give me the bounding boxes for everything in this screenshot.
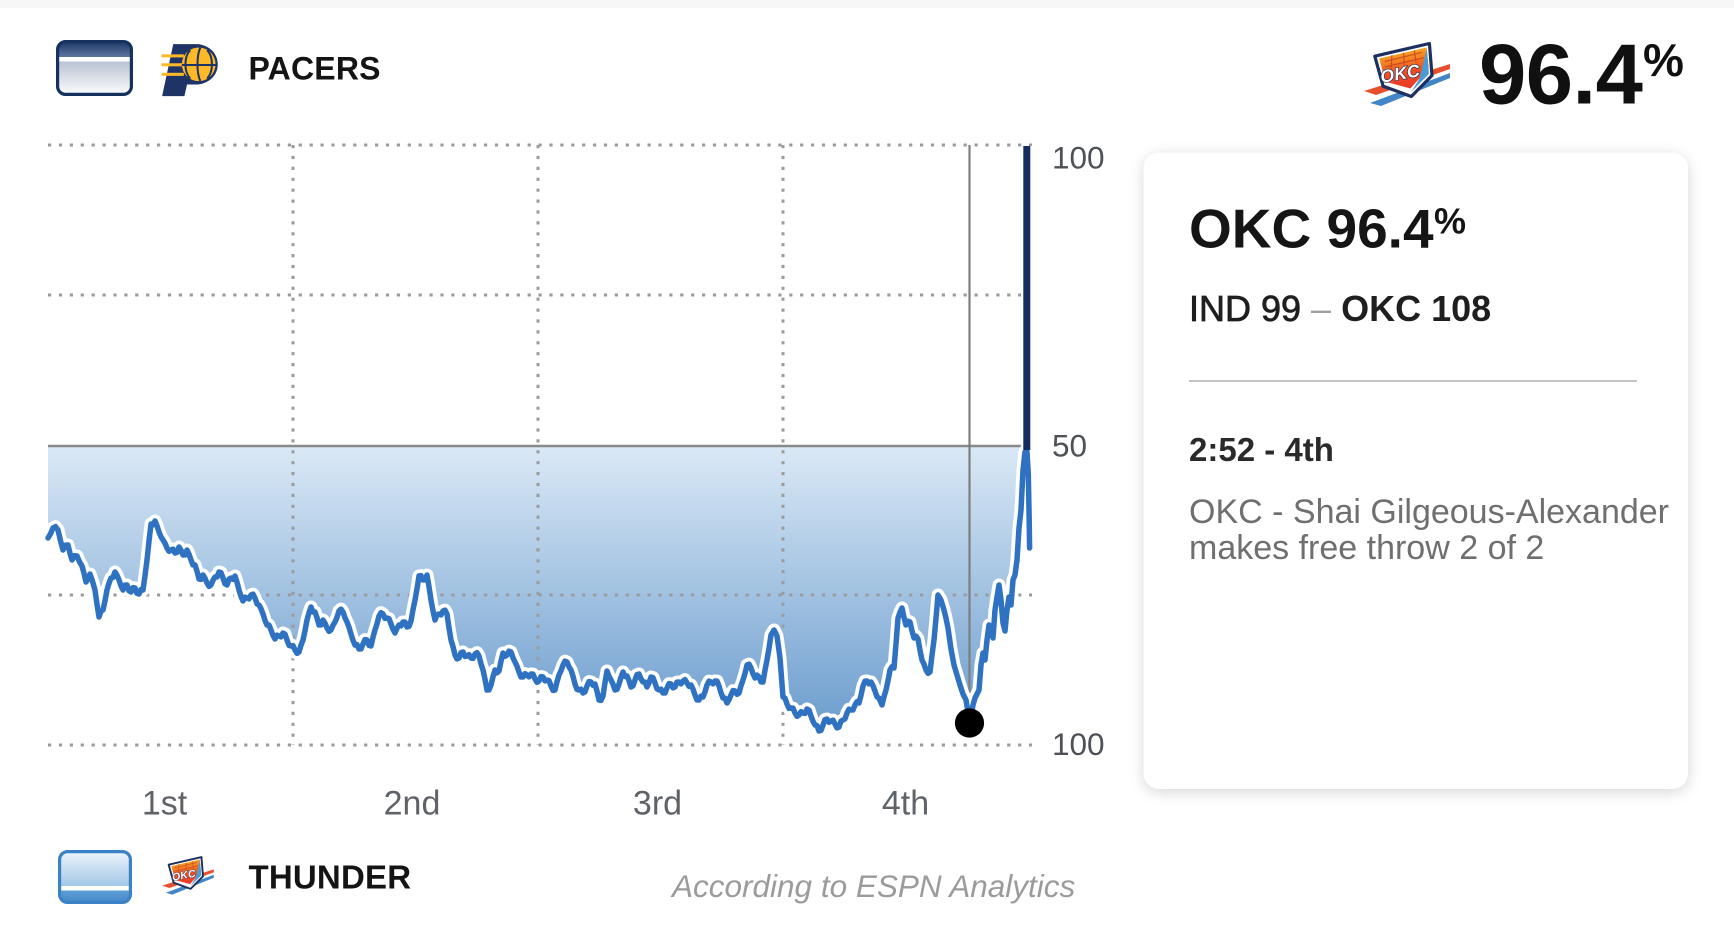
- svg-text:%: %: [1643, 34, 1684, 86]
- svg-text:3rd: 3rd: [633, 785, 682, 823]
- svg-text:50: 50: [1052, 428, 1087, 464]
- svg-text:PACERS: PACERS: [249, 51, 381, 87]
- svg-text:96.4: 96.4: [1479, 28, 1643, 123]
- svg-text:100: 100: [1052, 726, 1105, 762]
- svg-text:%: %: [1434, 201, 1466, 242]
- svg-text:1st: 1st: [142, 785, 188, 823]
- svg-text:makes free throw 2 of 2: makes free throw 2 of 2: [1189, 529, 1544, 567]
- svg-text:2:52 - 4th: 2:52 - 4th: [1189, 431, 1334, 468]
- svg-text:THUNDER: THUNDER: [249, 859, 412, 896]
- svg-text:4th: 4th: [882, 785, 929, 823]
- svg-text:IND 99 – OKC 108: IND 99 – OKC 108: [1189, 288, 1491, 329]
- svg-text:OKC - Shai Gilgeous-Alexander: OKC - Shai Gilgeous-Alexander: [1189, 493, 1669, 531]
- svg-text:According to ESPN Analytics: According to ESPN Analytics: [670, 868, 1076, 904]
- svg-text:100: 100: [1052, 140, 1105, 176]
- svg-text:2nd: 2nd: [384, 785, 441, 823]
- svg-text:OKC 96.4: OKC 96.4: [1189, 198, 1434, 260]
